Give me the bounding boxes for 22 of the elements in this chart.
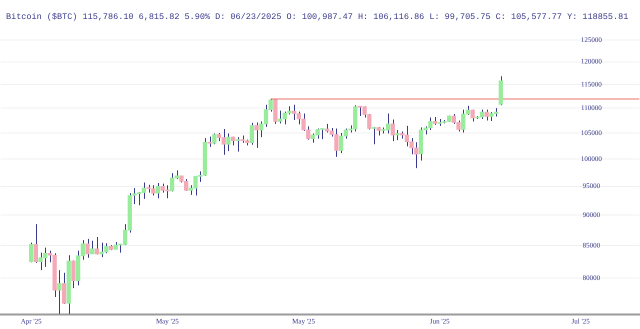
candlestick	[470, 109, 475, 122]
candlestick	[57, 270, 62, 314]
candlestick	[29, 242, 34, 263]
candlestick	[90, 240, 94, 254]
candlestick	[212, 133, 216, 145]
candlestick	[254, 122, 259, 148]
candlestick	[273, 99, 278, 124]
candlestick	[386, 113, 390, 134]
candlestick	[94, 236, 100, 256]
candlestick	[372, 126, 376, 145]
candlestick	[208, 136, 212, 148]
candlestick	[156, 182, 160, 199]
candlestick	[226, 133, 231, 152]
candlestick	[250, 122, 254, 146]
candlestick	[71, 260, 76, 289]
candlestick	[395, 129, 400, 141]
chart-title: Bitcoin ($BTC) 115,786.10 6,815.82 5.90% D: 06/23/2025 O: 100,987.47 H: 106,116.86 L: 99,705.75 C: 105,577.77 Y: 118855.81	[6, 12, 628, 22]
candlestick	[85, 238, 90, 258]
candlestick	[484, 109, 489, 121]
candlestick	[34, 224, 38, 264]
candlestick	[62, 272, 66, 304]
candlestick	[236, 136, 240, 152]
